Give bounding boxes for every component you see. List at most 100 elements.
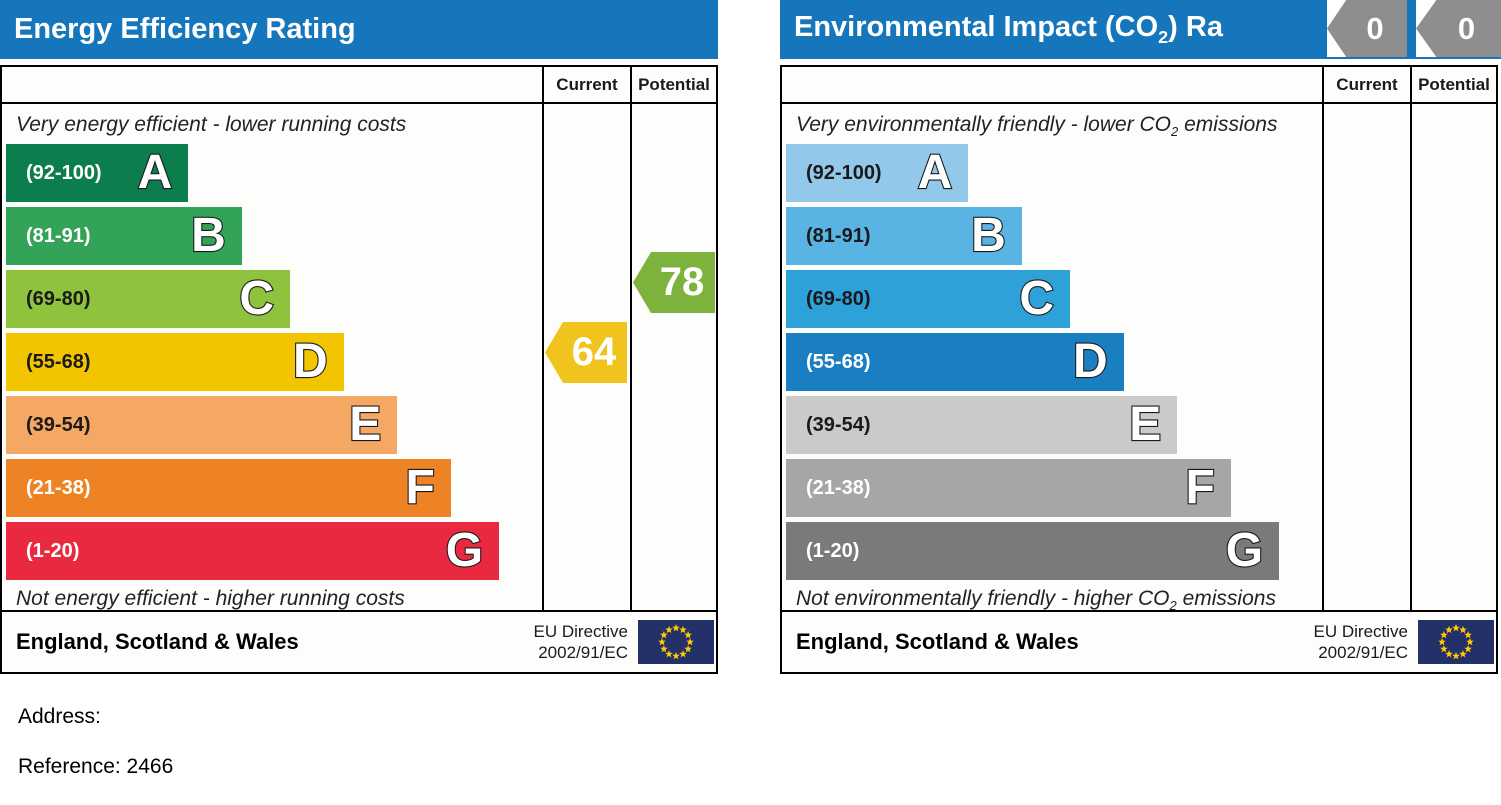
energy-efficiency-chart: Energy Efficiency Rating Current Potenti… (0, 0, 718, 674)
eu-directive-line2: 2002/91/EC (538, 643, 628, 662)
eu-directive-line2: 2002/91/EC (1318, 643, 1408, 662)
eu-flag-icon (638, 620, 714, 664)
band-letter: A (916, 146, 953, 199)
energy-band-area: Very energy efficient - lower running co… (2, 104, 542, 612)
band-letter: B (970, 209, 1007, 262)
band-range: (21-38) (806, 476, 871, 499)
band-range: (55-68) (806, 350, 871, 373)
energy-rating-table: Current Potential Very energy efficient … (0, 65, 718, 674)
current-column-header: Current (542, 67, 630, 102)
band-letter: C (1018, 272, 1055, 325)
band-letter: B (190, 209, 227, 262)
band-range: (69-80) (26, 287, 91, 310)
energy-title-bar: Energy Efficiency Rating (0, 0, 718, 59)
band-f: (21-38) F (6, 459, 451, 517)
band-letter: F (1184, 461, 1216, 514)
environmental-table-header: Current Potential (782, 67, 1496, 104)
spacer-cell (782, 67, 1322, 102)
band-letter: E (348, 398, 382, 451)
band-e: (39-54) E (786, 396, 1178, 454)
environmental-band-area: Very environmentally friendly - lower CO… (782, 104, 1322, 614)
band-range: (81-91) (806, 224, 871, 247)
band-d: (55-68) D (786, 333, 1124, 391)
current-column: 64 (542, 104, 630, 612)
header-badge-potential-value: 0 (1457, 10, 1476, 46)
band-g: (1-20) G (786, 522, 1280, 580)
energy-table-header: Current Potential (2, 67, 716, 104)
band-c: (69-80) C (786, 270, 1071, 328)
energy-bands: (92-100) A (81-91) B (69-80) C (55-68) (2, 144, 542, 580)
eu-directive-label: EU Directive 2002/91/EC (1314, 621, 1408, 664)
eu-directive-line1: EU Directive (1313, 621, 1408, 641)
environmental-rating-table: Current Potential Very environmentally f… (780, 65, 1498, 674)
potential-column (1410, 104, 1496, 612)
current-rating-arrow: 64 (545, 322, 627, 383)
band-range: (92-100) (806, 161, 882, 184)
title-text: ) Ra (1168, 11, 1223, 44)
band-letter: C (238, 272, 275, 325)
band-b: (81-91) B (6, 207, 242, 265)
caption-text: Not environmentally friendly - higher CO (796, 587, 1170, 610)
property-details: Address: Reference: 2466 (18, 703, 173, 803)
band-letter: E (1128, 398, 1162, 451)
environmental-impact-chart: Environmental Impact (CO2) Ra 0 0 Curren… (780, 0, 1501, 674)
band-range: (1-20) (806, 539, 860, 562)
environmental-chart-title: Environmental Impact (CO2) Ra (780, 11, 1223, 48)
environmental-bands: (92-100) A (81-91) B (69-80) C (55-68) (782, 144, 1322, 580)
spacer-cell (2, 67, 542, 102)
caption-text: emissions (1176, 587, 1276, 610)
caption-bottom: Not energy efficient - higher running co… (16, 587, 405, 610)
band-letter: D (1072, 335, 1109, 388)
caption-top: Very energy efficient - lower running co… (16, 113, 407, 136)
caption-text: emissions (1178, 113, 1278, 136)
current-rating-value: 64 (571, 330, 617, 374)
energy-table-footer: England, Scotland & Wales EU Directive 2… (2, 610, 716, 672)
title-text: Environmental Impact (CO (794, 11, 1159, 44)
band-range: (81-91) (26, 224, 91, 247)
header-badge-current-arrow: 0 (1327, 0, 1407, 57)
potential-rating-value: 78 (659, 260, 705, 304)
band-letter: D (292, 335, 329, 388)
band-b: (81-91) B (786, 207, 1022, 265)
potential-column-header: Potential (630, 67, 716, 102)
header-badge-potential-box: 0 (1416, 0, 1501, 57)
reference-label: Reference: 2466 (18, 755, 174, 778)
caption-bottom: Not environmentally friendly - higher CO… (782, 586, 1322, 614)
header-badge-potential-arrow: 0 (1416, 0, 1501, 57)
band-letter: G (445, 524, 485, 577)
region-label: England, Scotland & Wales (796, 629, 1079, 654)
environmental-table-footer: England, Scotland & Wales EU Directive 2… (782, 610, 1496, 672)
band-range: (69-80) (806, 287, 871, 310)
energy-table-body: Very energy efficient - lower running co… (2, 104, 716, 612)
environmental-table-body: Very environmentally friendly - lower CO… (782, 104, 1496, 614)
caption-text: Very environmentally friendly - lower CO (796, 113, 1172, 136)
environmental-title-bar: Environmental Impact (CO2) Ra 0 0 (780, 0, 1501, 59)
band-range: (39-54) (26, 413, 91, 436)
potential-column: 78 (630, 104, 716, 612)
region-label: England, Scotland & Wales (16, 629, 299, 654)
band-range: (92-100) (26, 161, 102, 184)
header-badge-current-value: 0 (1366, 10, 1384, 46)
band-c: (69-80) C (6, 270, 291, 328)
band-letter: G (1225, 524, 1265, 577)
band-a: (92-100) A (786, 144, 969, 202)
current-column-header: Current (1322, 67, 1410, 102)
title-subscript: 2 (1158, 26, 1169, 47)
energy-chart-title: Energy Efficiency Rating (14, 13, 356, 45)
band-range: (39-54) (806, 413, 871, 436)
header-badge-current-box: 0 (1327, 0, 1407, 57)
band-a: (92-100) A (6, 144, 189, 202)
band-range: (21-38) (26, 476, 91, 499)
eu-directive-label: EU Directive 2002/91/EC (534, 621, 628, 664)
caption-top: Very environmentally friendly - lower CO… (782, 112, 1322, 139)
potential-rating-arrow: 78 (633, 252, 715, 313)
caption-subscript: 2 (1169, 598, 1177, 614)
band-e: (39-54) E (6, 396, 398, 454)
band-letter: A (136, 146, 173, 199)
current-column (1322, 104, 1410, 612)
eu-directive-line1: EU Directive (533, 621, 628, 641)
band-g: (1-20) G (6, 522, 500, 580)
address-label: Address: (18, 705, 101, 728)
band-d: (55-68) D (6, 333, 344, 391)
